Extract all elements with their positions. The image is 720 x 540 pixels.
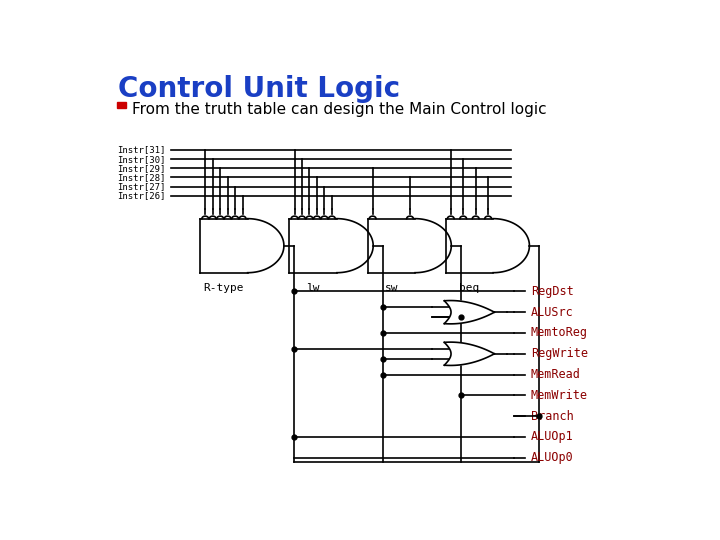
Polygon shape [239, 216, 246, 219]
Polygon shape [202, 216, 209, 219]
Polygon shape [460, 216, 467, 219]
Text: Instr[26]: Instr[26] [117, 191, 165, 200]
FancyBboxPatch shape [117, 102, 126, 109]
Polygon shape [299, 216, 305, 219]
Polygon shape [407, 216, 413, 219]
Text: Instr[31]: Instr[31] [117, 146, 165, 154]
Polygon shape [328, 216, 336, 219]
Polygon shape [369, 216, 376, 219]
Polygon shape [225, 216, 231, 219]
Text: Instr[27]: Instr[27] [117, 182, 165, 191]
Polygon shape [321, 216, 328, 219]
Polygon shape [446, 219, 529, 273]
Text: Instr[29]: Instr[29] [117, 164, 165, 173]
Text: ALUOp1: ALUOp1 [531, 430, 574, 443]
Polygon shape [217, 216, 223, 219]
Polygon shape [232, 216, 238, 219]
Text: Branch: Branch [531, 410, 574, 423]
Text: ALUOp0: ALUOp0 [531, 451, 574, 464]
Polygon shape [368, 219, 451, 273]
Text: From the truth table can design the Main Control logic: From the truth table can design the Main… [132, 102, 546, 117]
Polygon shape [200, 219, 284, 273]
Polygon shape [291, 216, 298, 219]
Text: ALUSrc: ALUSrc [531, 306, 574, 319]
Text: beq: beq [459, 283, 480, 293]
Polygon shape [485, 216, 492, 219]
Polygon shape [306, 216, 312, 219]
Text: Instr[30]: Instr[30] [117, 154, 165, 164]
Polygon shape [314, 216, 320, 219]
Polygon shape [444, 342, 495, 366]
Text: Control Unit Logic: Control Unit Logic [118, 75, 400, 103]
Text: lw: lw [307, 283, 320, 293]
Polygon shape [289, 219, 373, 273]
Polygon shape [447, 216, 454, 219]
Text: MemRead: MemRead [531, 368, 581, 381]
Text: MemtoReg: MemtoReg [531, 327, 588, 340]
Text: RegDst: RegDst [531, 285, 574, 298]
Polygon shape [444, 301, 495, 324]
Text: R-type: R-type [204, 283, 244, 293]
Polygon shape [472, 216, 479, 219]
Polygon shape [210, 216, 216, 219]
Text: Instr[28]: Instr[28] [117, 173, 165, 182]
Text: RegWrite: RegWrite [531, 347, 588, 360]
Text: sw: sw [384, 283, 398, 293]
Text: MemWrite: MemWrite [531, 389, 588, 402]
